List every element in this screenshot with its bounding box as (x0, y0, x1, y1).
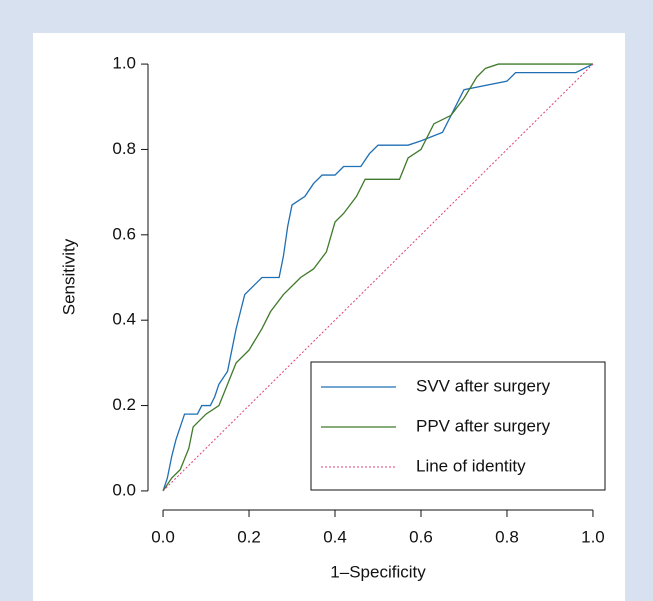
y-tick-label: 1.0 (112, 54, 136, 73)
series-line (162, 63, 593, 492)
y-tick-label: 0.4 (112, 310, 136, 329)
y-tick-label: 0.2 (112, 395, 136, 414)
legend-label: PPV after surgery (416, 416, 551, 435)
x-tick-label: 0.4 (323, 527, 347, 546)
y-axis-label: Sensitivity (59, 238, 78, 315)
y-tick-label: 0.6 (112, 224, 136, 243)
y-tick-label: 0.8 (112, 139, 136, 158)
x-tick-label: 0.6 (409, 527, 433, 546)
legend-label: Line of identity (416, 456, 526, 475)
y-tick-label: 0.0 (112, 480, 136, 499)
x-tick-label: 0.2 (237, 527, 261, 546)
legend-label: SVV after surgery (416, 376, 551, 395)
x-tick-label: 0.8 (495, 527, 519, 546)
x-axis-label: 1–Specificity (330, 562, 426, 581)
legend-box (310, 361, 606, 491)
x-tick-label: 0.0 (151, 527, 175, 546)
series-line (162, 63, 594, 492)
x-tick-label: 1.0 (581, 527, 605, 546)
series-line (162, 63, 594, 492)
panel (33, 33, 625, 601)
